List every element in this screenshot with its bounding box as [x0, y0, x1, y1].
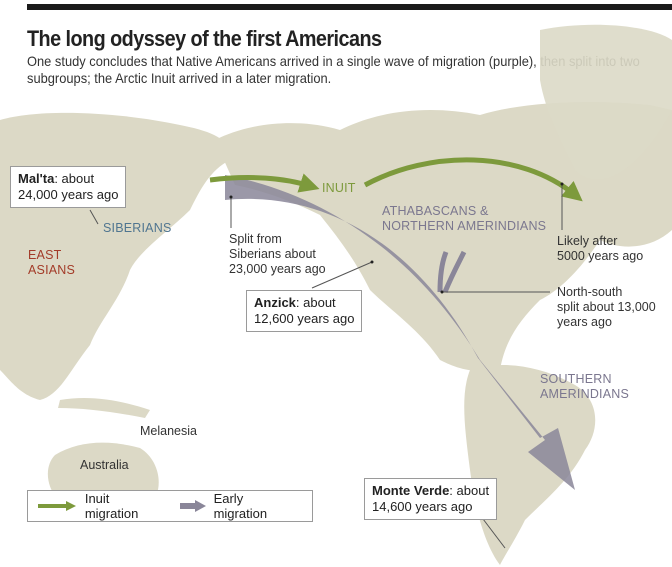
europe-land [0, 300, 30, 345]
legend-inuit: Inuit migration [84, 491, 139, 521]
callout-anzick-date: 12,600 years ago [254, 311, 355, 326]
callout-monte-verde-text: : about [449, 483, 490, 498]
note-line: 5000 years ago [557, 249, 644, 263]
early-migration-arrow [225, 175, 575, 490]
inuit-arrow-1 [209, 173, 320, 193]
callout-malta-name: Mal'ta [18, 171, 55, 186]
leader-lines [89, 184, 563, 549]
label-australia: Australia [80, 458, 129, 472]
athabascan-arrow-1 [437, 251, 449, 293]
callout-monte-verde: Monte Verde: about 14,600 years ago [364, 478, 498, 520]
callout-monte-verde-name: Monte Verde [372, 483, 450, 498]
note-line: years ago [557, 315, 612, 329]
note-likely-after: Likely after 5000 years ago [557, 234, 643, 264]
label-inuit: INUIT [322, 181, 356, 195]
note-line: split about 13,000 [557, 300, 656, 314]
inuit-arrow-legend-icon [38, 501, 76, 511]
note-line: North-south [557, 285, 623, 299]
callout-anzick-text: : about [295, 295, 336, 310]
north-america-land [215, 102, 672, 372]
legend-early: Early migration [213, 491, 268, 521]
note-split-siberians: Split from Siberians about 23,000 years ag… [229, 232, 326, 277]
athabascan-arrow-2 [442, 250, 467, 293]
callout-monte-verde-date: 14,600 years ago [372, 499, 473, 514]
early-arrow-legend-icon [180, 500, 207, 512]
note-line: 23,000 years ago [229, 262, 326, 276]
label-east-asians-line1: EAST [28, 248, 62, 262]
subtitle: One study concludes that Native American… [27, 53, 640, 86]
label-siberians: SIBERIANS [103, 221, 172, 235]
callout-malta-text: : about [54, 171, 95, 186]
label-athabascans-line1: ATHABASCANS & [382, 204, 489, 218]
greenland-land [540, 24, 672, 180]
page-title: The long odyssey of the first Americans [27, 26, 382, 51]
label-athabascans: ATHABASCANS & NORTHERN AMERINDIANS [382, 204, 546, 234]
note-line: Likely after [557, 234, 618, 248]
callout-anzick-name: Anzick [254, 295, 296, 310]
label-melanesia: Melanesia [140, 424, 197, 438]
callout-malta: Mal'ta: about 24,000 years ago [10, 166, 127, 208]
note-line: Split from [229, 232, 282, 246]
top-rule [27, 4, 672, 10]
label-southern-line2: AMERINDIANS [540, 387, 630, 401]
callout-anzick: Anzick: about 12,600 years ago [246, 290, 363, 332]
label-east-asians: EAST ASIANS [28, 248, 75, 278]
legend: Inuit migration Early migration [27, 490, 313, 522]
label-east-asians-line2: ASIANS [28, 263, 76, 277]
note-line: Siberians about [229, 247, 316, 261]
label-southern-amerindians: SOUTHERN AMERINDIANS [540, 372, 629, 402]
inuit-arrow-2 [363, 157, 583, 202]
label-southern-line1: SOUTHERN [540, 372, 612, 386]
indonesia-land [58, 398, 150, 418]
note-north-south: North-south split about 13,000 years ago [557, 285, 656, 330]
label-athabascans-line2: NORTHERN AMERINDIANS [382, 219, 547, 233]
callout-malta-date: 24,000 years ago [18, 187, 119, 202]
